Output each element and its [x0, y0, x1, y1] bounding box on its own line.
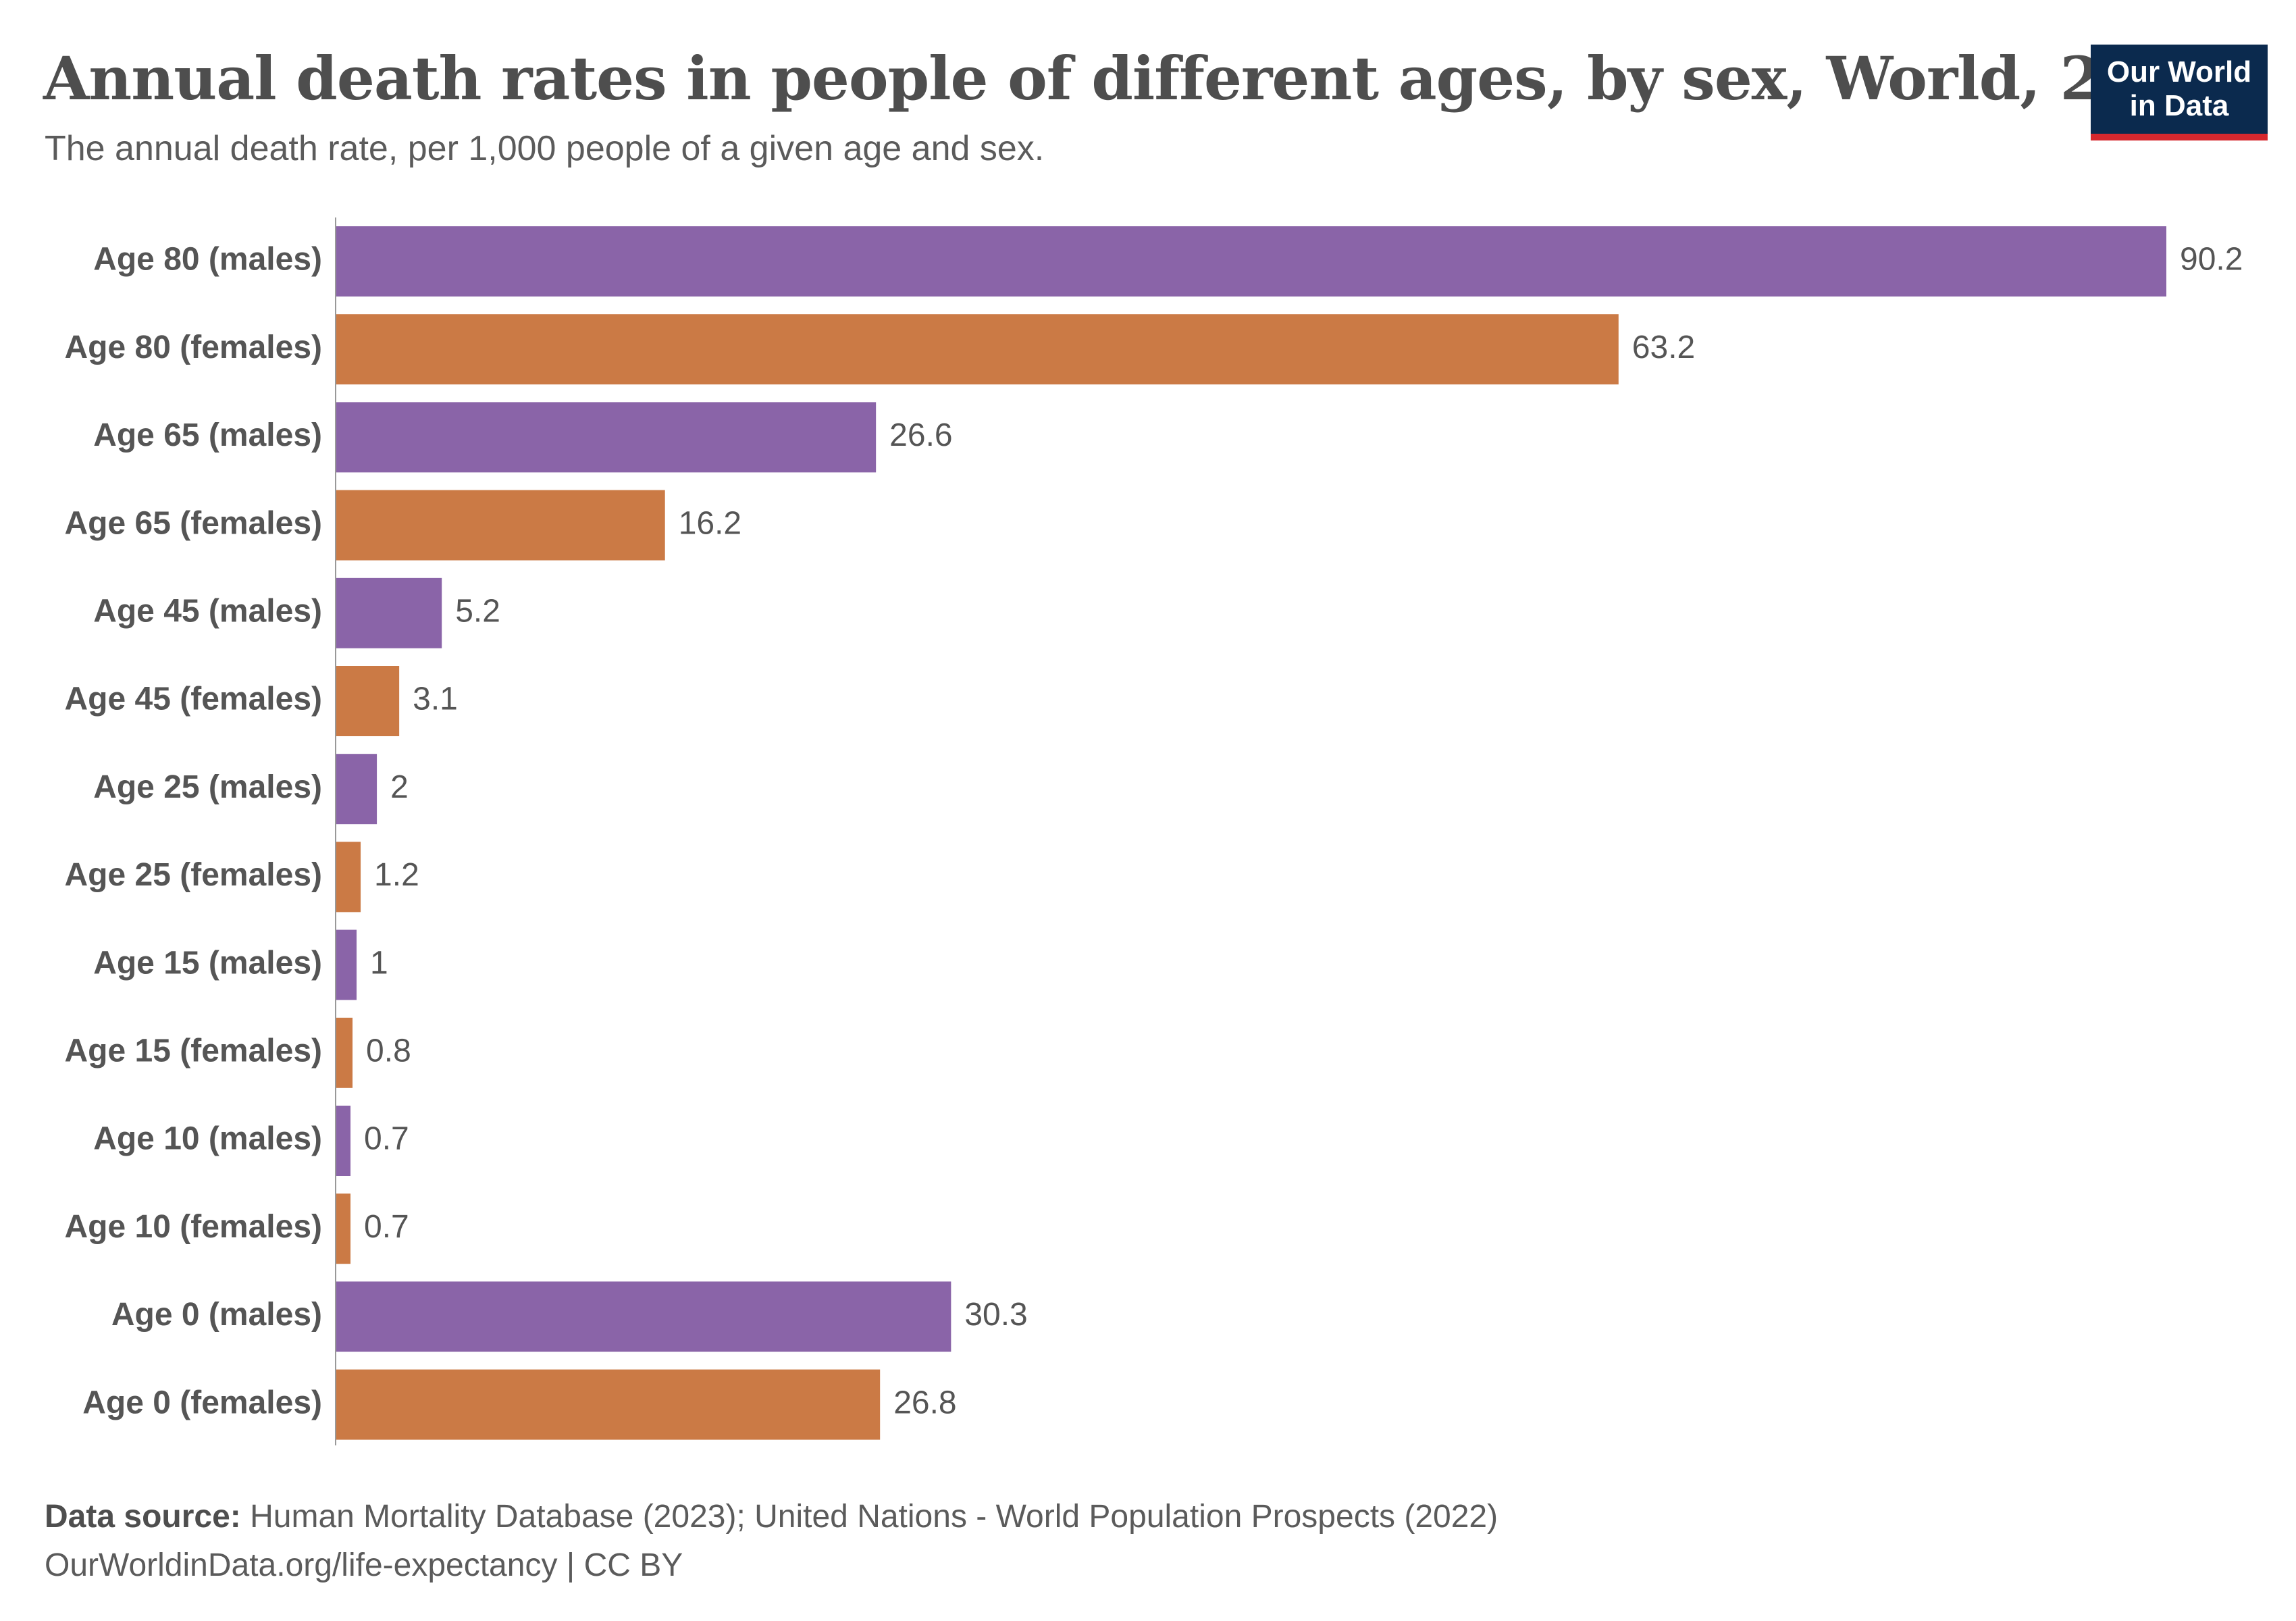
value-label-age-80-females: 63.2 [1632, 330, 1695, 365]
value-label-age-0-males: 30.3 [964, 1297, 1027, 1333]
category-label-age-25-males: Age 25 (males) [93, 769, 322, 805]
value-label-age-25-females: 1.2 [374, 857, 419, 893]
value-label-age-65-females: 16.2 [679, 505, 741, 541]
logo-line-1: Our World [2106, 55, 2252, 88]
category-label-age-15-females: Age 15 (females) [65, 1033, 323, 1069]
category-label-age-80-males: Age 80 (males) [93, 242, 322, 278]
bar-age-15-females[interactable] [336, 1017, 353, 1088]
category-label-age-45-females: Age 45 (females) [65, 681, 323, 717]
owid-logo[interactable]: Our World in Data [2091, 45, 2268, 140]
bar-age-45-males[interactable] [336, 577, 442, 648]
bar-age-15-males[interactable] [336, 929, 357, 1000]
category-label-age-10-females: Age 10 (females) [65, 1209, 323, 1245]
bar-age-65-males[interactable] [336, 402, 877, 473]
value-label-age-0-females: 26.8 [893, 1385, 956, 1420]
value-label-age-10-males: 0.7 [364, 1121, 409, 1157]
value-label-age-10-females: 0.7 [364, 1209, 409, 1245]
data-source-text: Human Mortality Database (2023); United … [250, 1499, 1498, 1535]
category-label-age-80-females: Age 80 (females) [65, 330, 323, 365]
category-label-age-65-females: Age 65 (females) [65, 505, 323, 541]
data-source-line: Data source: Human Mortality Database (2… [45, 1493, 1498, 1541]
bar-age-0-males[interactable] [336, 1281, 951, 1352]
url-line[interactable]: OurWorldinData.org/life-expectancy | CC … [45, 1547, 683, 1583]
bar-age-80-males[interactable] [336, 226, 2166, 297]
chart-subtitle: The annual death rate, per 1,000 people … [45, 129, 1045, 168]
value-label-age-45-males: 5.2 [455, 593, 500, 629]
category-label-age-65-males: Age 65 (males) [93, 417, 322, 453]
logo-line-2: in Data [2129, 89, 2229, 122]
category-label-age-15-males: Age 15 (males) [93, 945, 322, 981]
bar-age-45-females[interactable] [336, 666, 400, 736]
bar-age-10-males[interactable] [336, 1106, 351, 1176]
footer: Data source: Human Mortality Database (2… [45, 1493, 1498, 1590]
bar-age-0-females[interactable] [336, 1369, 881, 1440]
value-label-age-25-males: 2 [390, 769, 409, 805]
bar-age-65-females[interactable] [336, 490, 665, 561]
category-label-age-10-males: Age 10 (males) [93, 1121, 322, 1157]
data-source-label: Data source: [45, 1499, 241, 1535]
value-label-age-65-males: 26.6 [889, 417, 952, 453]
bar-age-10-females[interactable] [336, 1193, 351, 1264]
value-label-age-15-females: 0.8 [366, 1033, 411, 1069]
value-label-age-80-males: 90.2 [2180, 242, 2243, 278]
category-label-age-0-females: Age 0 (females) [82, 1385, 322, 1420]
value-label-age-45-females: 3.1 [413, 681, 458, 717]
bar-age-80-females[interactable] [336, 314, 1619, 385]
value-label-age-15-males: 1 [370, 945, 388, 981]
chart-title: Annual death rates in people of differen… [43, 43, 2223, 113]
category-label-age-0-males: Age 0 (males) [111, 1297, 322, 1333]
bar-age-25-females[interactable] [336, 842, 361, 912]
category-label-age-25-females: Age 25 (females) [65, 857, 323, 893]
category-label-age-45-males: Age 45 (males) [93, 593, 322, 629]
bar-age-25-males[interactable] [336, 754, 377, 825]
